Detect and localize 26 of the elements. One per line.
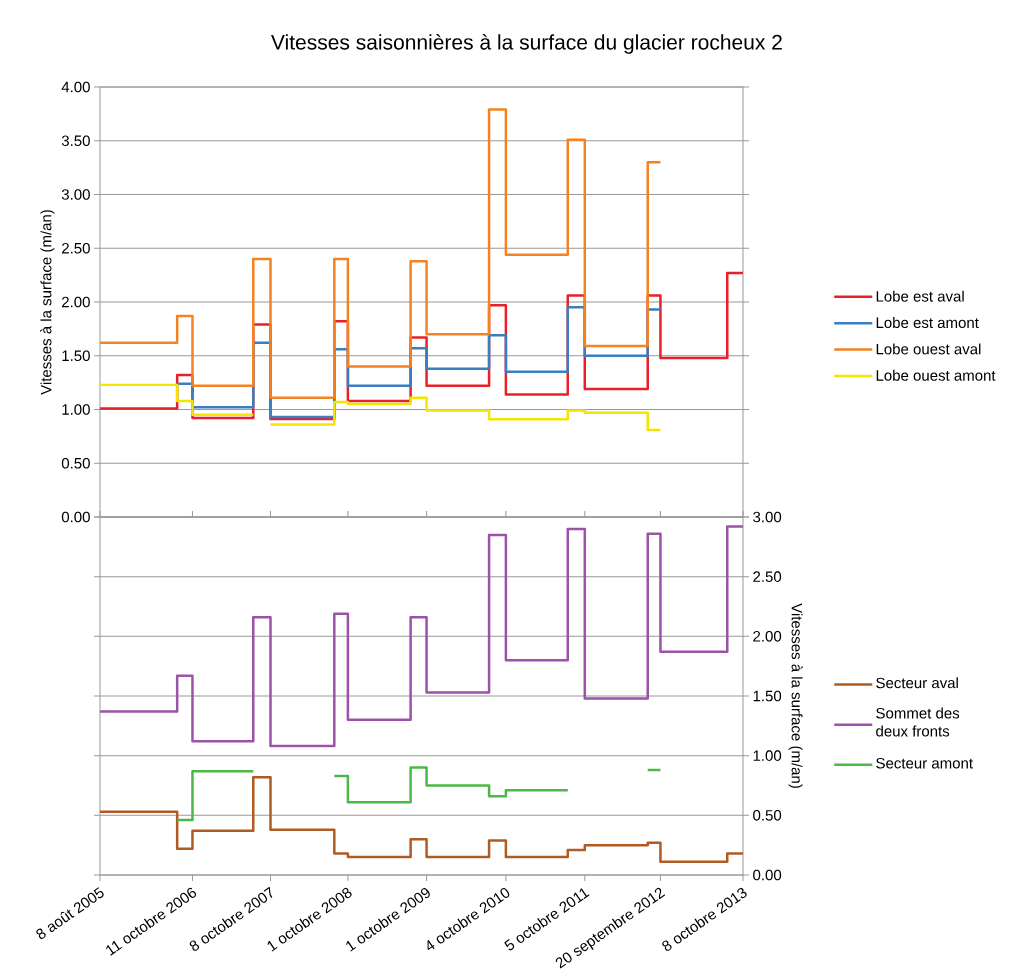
y-tick-label: 1.50 — [62, 350, 90, 362]
legend-label: Lobe ouest amont — [876, 369, 996, 381]
chart-title: Vitesses saisonnières à la surface du glacier rocheux 2 — [271, 33, 782, 54]
legend-label: Sommet des deux fronts — [876, 707, 960, 737]
y-tick-label: 2.00 — [62, 296, 90, 308]
legend-label: Lobe est aval — [876, 290, 964, 302]
y-tick-label: 3.00 — [61, 189, 90, 200]
y-tick-label: 2.00 — [753, 631, 782, 642]
legend-label: Lobe ouest aval — [876, 343, 981, 355]
legend-label: Secteur aval — [876, 677, 958, 689]
y-tick-label: 3.00 — [753, 511, 782, 523]
legend-label: Secteur amont — [876, 757, 973, 769]
y-tick-label: 3.50 — [61, 135, 90, 147]
y-tick-label: 0.50 — [61, 457, 90, 469]
y-tick-label: 1.50 — [753, 690, 782, 702]
y-axis-title: Vitesses à la surface (m/an) — [788, 603, 803, 788]
y-axis-title: Vitesses à la surface (m/an) — [40, 210, 55, 395]
y-tick-label: 2.50 — [62, 242, 90, 254]
y-tick-label: 2.50 — [753, 571, 782, 582]
y-tick-label: 1.00 — [753, 750, 782, 761]
y-tick-label: 0.50 — [753, 810, 782, 821]
y-tick-label: 1.00 — [62, 404, 90, 415]
y-tick-label: 0.00 — [61, 511, 90, 523]
legend-label: Lobe est amont — [876, 317, 979, 329]
y-tick-label: 0.00 — [753, 869, 782, 881]
y-tick-label: 4.00 — [61, 81, 90, 93]
